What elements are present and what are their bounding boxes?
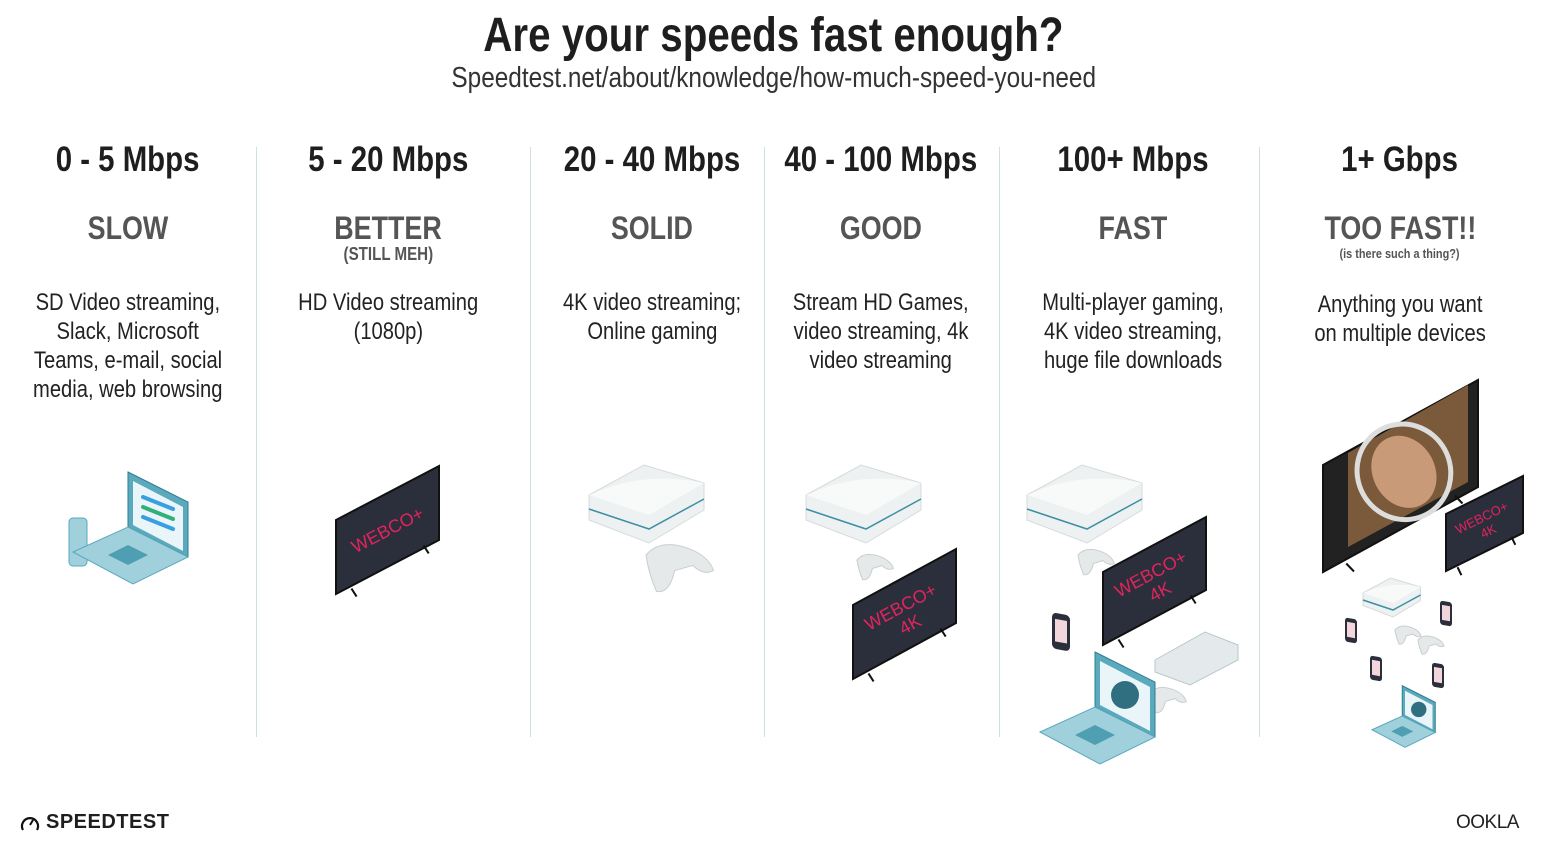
tier-description: Stream HD Games, video streaming, 4k video… (766, 288, 996, 375)
tv-icon: WEBCO+4K (1102, 515, 1207, 649)
speedtest-logo-text: SPEEDTEST (46, 811, 170, 833)
phone-icon (1432, 662, 1444, 689)
phone-icon (1345, 617, 1357, 644)
description-line: Stream HD Games, (793, 289, 969, 316)
speed-tier-column: 1+ Gbps TOO FAST!! (is there such a thin… (1270, 140, 1530, 348)
description-line: (1080p) (353, 318, 423, 345)
laptop-icon (71, 471, 190, 585)
tier-label: BETTER (334, 210, 442, 246)
speed-range: 5 - 20 Mbps (307, 140, 469, 179)
tier-note: (is there such a thing?) (1339, 246, 1461, 261)
game-controller-icon (645, 544, 715, 593)
description-line: 4K video streaming, (1043, 318, 1223, 345)
description-line: media, web browsing (33, 376, 223, 403)
description-line: SD Video streaming, (35, 289, 221, 316)
speedtest-logo: SPEEDTEST (20, 811, 169, 834)
description-line: HD Video streaming (297, 289, 479, 316)
speed-tier-column: 20 - 40 Mbps SOLID 4K video streaming; On… (537, 140, 767, 346)
tv-icon: WEBCO+4K (1445, 474, 1524, 576)
speed-range: 20 - 40 Mbps (563, 140, 741, 179)
game-controller-icon (1394, 625, 1422, 645)
speed-tier-column: 5 - 20 Mbps BETTER (STILL MEH) HD Video … (263, 140, 513, 346)
game-console-icon (588, 464, 705, 544)
description-line: 4K video streaming; (562, 289, 742, 316)
description-line: huge file downloads (1043, 347, 1223, 374)
tv-icon: WEBCO+4K (852, 547, 957, 682)
game-controller-icon (856, 553, 895, 581)
tier-description: Anything you want on multiple devices (1270, 290, 1530, 348)
tier-description: HD Video streaming (1080p) (263, 288, 513, 346)
laptop-icon (1370, 684, 1437, 748)
game-console-icon (1026, 464, 1143, 544)
description-line: on multiple devices (1314, 320, 1486, 347)
laptop-icon (1038, 651, 1157, 765)
tier-label: SOLID (610, 210, 694, 246)
description-line: video streaming, 4k (793, 318, 969, 345)
speed-tier-column: 0 - 5 Mbps SLOW SD Video streaming, Slack… (3, 140, 253, 404)
description-line: Teams, e-mail, social (33, 347, 223, 374)
tier-description: Multi-player gaming, 4K video streaming, h… (1013, 288, 1253, 375)
phone-icon (1370, 655, 1382, 682)
tier-label: GOOD (839, 210, 923, 246)
description-line: Anything you want (1317, 291, 1483, 318)
speed-tier-column: 100+ Mbps FAST Multi-player gaming, 4K vi… (1013, 140, 1253, 375)
column-divider (530, 147, 531, 737)
game-console-icon (1362, 577, 1421, 618)
description-line: Slack, Microsoft (56, 318, 200, 345)
column-divider (999, 147, 1000, 737)
tv-icon: WEBCO+ (335, 464, 440, 598)
game-console-icon (1154, 631, 1239, 686)
column-divider (256, 147, 257, 737)
speed-tier-column: 40 - 100 Mbps GOOD Stream HD Games, video… (766, 140, 996, 375)
speed-range: 40 - 100 Mbps (784, 140, 978, 179)
phone-icon (1440, 600, 1452, 627)
tier-note: (STILL MEH) (343, 244, 433, 264)
column-divider (1259, 147, 1260, 737)
source-url: Speedtest.net/about/knowledge/how-much-s… (451, 62, 1096, 94)
tier-description: SD Video streaming, Slack, Microsoft Teams… (3, 288, 253, 404)
column-divider (764, 147, 765, 737)
speed-range: 0 - 5 Mbps (56, 140, 200, 179)
tier-label: TOO FAST!! (1324, 210, 1476, 246)
description-line: Online gaming (586, 318, 717, 345)
speed-range: 1+ Gbps (1341, 140, 1459, 179)
tier-description: 4K video streaming; Online gaming (537, 288, 767, 346)
description-line: video streaming (809, 347, 953, 374)
tier-label: SLOW (87, 210, 169, 246)
phone-icon (68, 517, 88, 567)
gauge-icon (20, 816, 40, 831)
ookla-logo: OOKLA (1456, 812, 1519, 833)
game-controller-icon (1077, 548, 1116, 576)
tv-icon (1322, 378, 1479, 574)
tier-label: FAST (1098, 210, 1168, 246)
game-console-icon (805, 464, 922, 544)
description-line: Multi-player gaming, (1042, 289, 1224, 316)
tv-4k-label: 4K (1478, 521, 1499, 542)
speed-range: 100+ Mbps (1057, 140, 1209, 179)
phone-icon (1052, 613, 1070, 651)
game-controller-icon (1417, 635, 1445, 655)
page-title: Are your speeds fast enough? (483, 9, 1064, 62)
